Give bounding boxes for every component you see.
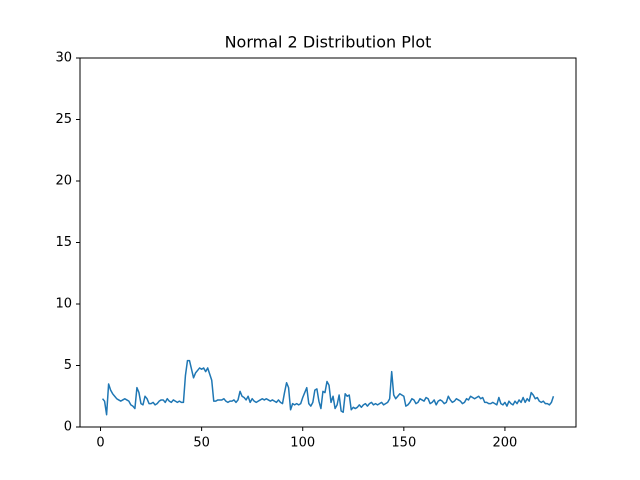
x-tick-label: 50 — [193, 436, 210, 451]
y-tick-label: 0 — [64, 420, 72, 435]
y-tick-label: 20 — [55, 174, 72, 189]
y-tick-label: 5 — [64, 358, 72, 373]
y-tick-label: 10 — [55, 297, 72, 312]
x-tick-label: 200 — [493, 436, 518, 451]
y-tick-label: 25 — [55, 112, 72, 127]
data-line — [101, 359, 555, 416]
x-tick-label: 150 — [391, 436, 416, 451]
y-tick-label: 15 — [55, 235, 72, 250]
y-tick-label: 30 — [55, 51, 72, 66]
x-tick-label: 0 — [96, 436, 104, 451]
x-tick-label: 100 — [290, 436, 315, 451]
chart-title: Normal 2 Distribution Plot — [225, 33, 432, 52]
